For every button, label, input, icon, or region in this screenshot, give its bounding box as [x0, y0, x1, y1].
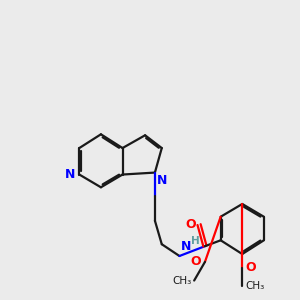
Text: O: O: [191, 255, 201, 268]
Text: N: N: [64, 168, 75, 181]
Text: N: N: [156, 174, 167, 187]
Text: CH₃: CH₃: [172, 275, 191, 286]
Text: CH₃: CH₃: [245, 281, 265, 291]
Text: O: O: [246, 261, 256, 274]
Text: N: N: [181, 240, 191, 253]
Text: O: O: [185, 218, 196, 231]
Text: H: H: [190, 236, 200, 246]
